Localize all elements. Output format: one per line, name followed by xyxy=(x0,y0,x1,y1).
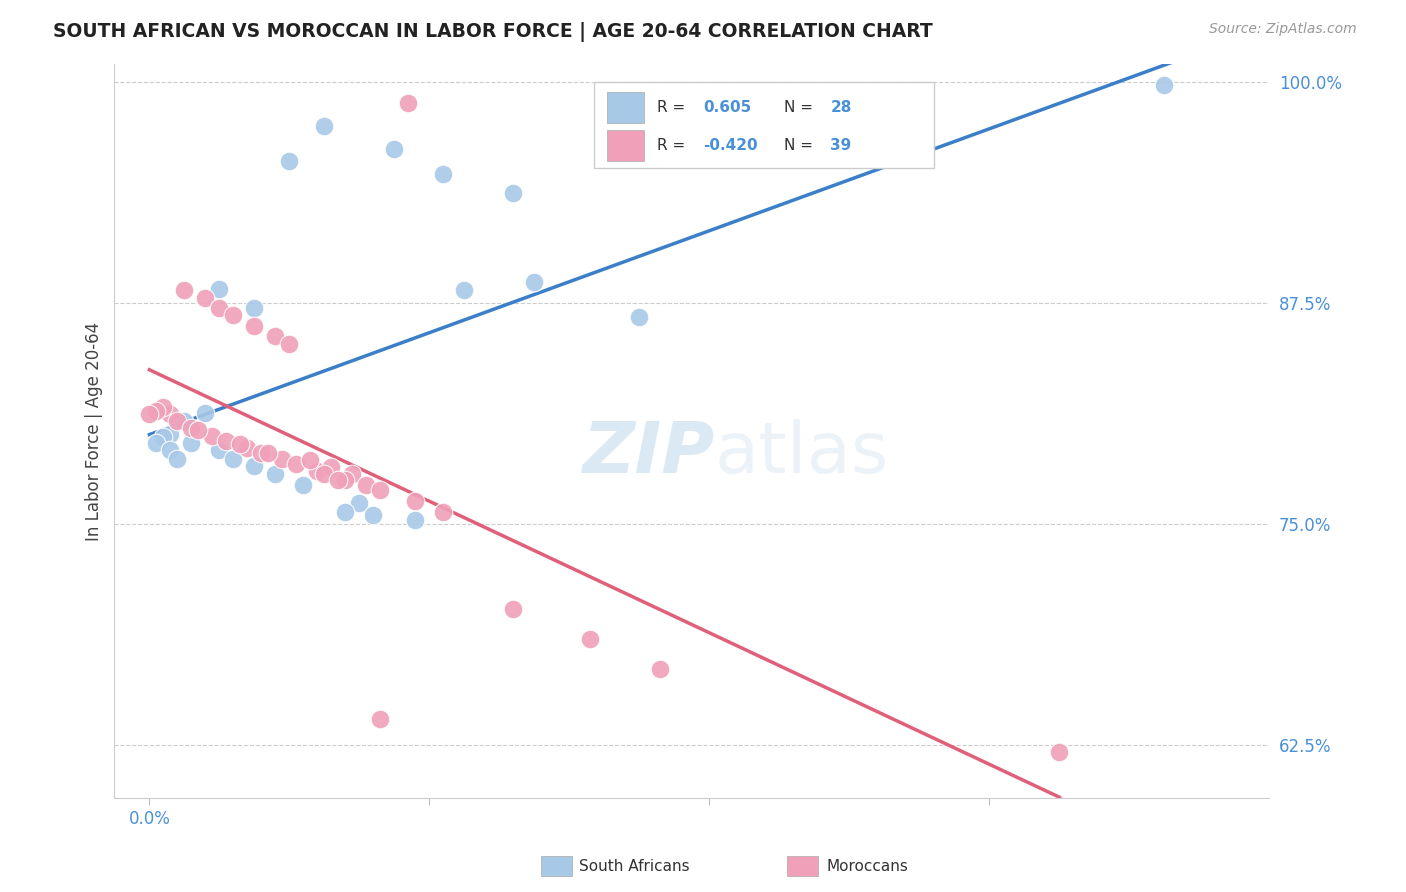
Point xyxy=(243,318,266,333)
Y-axis label: In Labor Force | Age 20-64: In Labor Force | Age 20-64 xyxy=(86,321,103,541)
Point xyxy=(278,336,301,351)
Point xyxy=(222,308,245,322)
Point xyxy=(404,494,426,508)
Point xyxy=(257,446,280,460)
Point xyxy=(194,291,217,305)
Point xyxy=(250,446,273,460)
Point xyxy=(650,662,672,676)
Point xyxy=(314,119,336,133)
Point xyxy=(335,505,357,519)
Text: Source: ZipAtlas.com: Source: ZipAtlas.com xyxy=(1209,22,1357,37)
Point xyxy=(173,414,195,428)
Point xyxy=(145,435,167,450)
Point xyxy=(335,473,357,487)
Bar xyxy=(593,82,934,169)
Text: 28: 28 xyxy=(831,100,852,115)
Point xyxy=(523,275,546,289)
Point xyxy=(382,142,405,156)
Text: Moroccans: Moroccans xyxy=(827,859,908,873)
Point xyxy=(194,405,217,419)
Point xyxy=(1153,78,1175,93)
Point xyxy=(502,186,524,201)
Point xyxy=(356,478,378,492)
Point xyxy=(201,428,224,442)
Point xyxy=(166,414,188,428)
Point xyxy=(321,460,343,475)
Point xyxy=(180,421,202,435)
Point xyxy=(187,423,209,437)
Point xyxy=(145,403,167,417)
Point xyxy=(166,451,188,466)
Point xyxy=(349,496,371,510)
Point xyxy=(208,282,231,296)
Point xyxy=(173,284,195,298)
Point xyxy=(152,430,174,444)
Point xyxy=(342,467,364,482)
Text: 0.605: 0.605 xyxy=(703,100,752,115)
Point xyxy=(243,301,266,315)
Text: N =: N = xyxy=(785,100,813,115)
Point xyxy=(229,437,252,451)
Point xyxy=(264,467,287,482)
Text: R =: R = xyxy=(657,100,685,115)
Text: atlas: atlas xyxy=(714,418,889,488)
Point xyxy=(264,329,287,343)
Point xyxy=(208,301,231,315)
Point xyxy=(307,464,329,478)
Text: South Africans: South Africans xyxy=(579,859,690,873)
Text: -0.420: -0.420 xyxy=(703,138,758,153)
Point xyxy=(328,473,350,487)
Point xyxy=(502,602,524,616)
Point xyxy=(271,451,294,466)
Text: 39: 39 xyxy=(831,138,852,153)
Point xyxy=(278,154,301,169)
Text: SOUTH AFRICAN VS MOROCCAN IN LABOR FORCE | AGE 20-64 CORRELATION CHART: SOUTH AFRICAN VS MOROCCAN IN LABOR FORCE… xyxy=(53,22,934,42)
Bar xyxy=(607,130,644,161)
Point xyxy=(236,441,259,455)
Bar xyxy=(607,92,644,123)
Point xyxy=(159,442,181,457)
Point xyxy=(432,167,454,181)
Point xyxy=(299,453,322,467)
Point xyxy=(579,632,602,646)
Point xyxy=(314,467,336,482)
Point xyxy=(404,513,426,527)
Point xyxy=(215,434,238,448)
Point xyxy=(152,401,174,415)
Point xyxy=(159,426,181,441)
Point xyxy=(370,483,392,498)
Text: ZIP: ZIP xyxy=(582,418,714,488)
Point xyxy=(222,451,245,466)
Point xyxy=(363,508,385,522)
Point xyxy=(453,284,475,298)
Point xyxy=(292,478,315,492)
Text: N =: N = xyxy=(785,138,813,153)
Point xyxy=(628,310,651,324)
Text: R =: R = xyxy=(657,138,685,153)
Point xyxy=(432,505,454,519)
Point xyxy=(243,458,266,473)
Point xyxy=(138,407,160,421)
Point xyxy=(1047,745,1070,759)
Point xyxy=(208,442,231,457)
Point xyxy=(285,457,308,471)
Point xyxy=(370,712,392,726)
Point xyxy=(396,95,419,110)
Point xyxy=(159,407,181,421)
Point xyxy=(180,435,202,450)
